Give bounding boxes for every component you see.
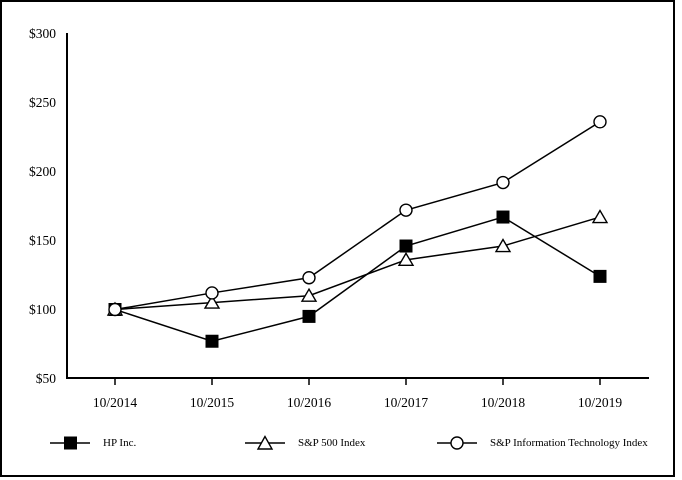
x-tick-label: 10/2016 [287,395,332,410]
data-point-square [399,239,413,253]
data-point-circle [302,271,316,285]
data-point-triangle [494,238,512,253]
legend-label-sp-info-tech: S&P Information Technology Index [490,437,648,449]
y-tick-label: $100 [29,302,56,317]
legend-label-sp500: S&P 500 Index [298,437,366,449]
data-point-circle [399,203,413,217]
series-line [114,216,601,311]
open-circle-marker-icon [437,436,477,450]
legend-item-sp500: S&P 500 Index [245,435,365,451]
filled-square-marker-icon [50,436,90,450]
data-point-triangle [203,294,221,309]
data-point-circle [496,175,510,190]
data-point-square [205,334,219,348]
data-point-circle [108,302,122,317]
data-point-triangle [397,251,415,267]
x-tick-label: 10/2019 [578,395,623,410]
data-point-square [593,269,607,283]
x-tick-label: 10/2014 [93,395,138,410]
data-point-triangle [300,287,318,302]
y-tick-label: $50 [36,371,57,386]
open-triangle-marker-icon [245,435,285,450]
legend-label-hp-inc: HP Inc. [103,437,137,449]
x-tick-label: 10/2018 [481,395,526,410]
y-tick-label: $250 [29,95,56,110]
y-tick-label: $300 [29,26,56,41]
x-tick-label: 10/2015 [190,395,235,410]
chart-legend: HP Inc. S&P 500 Index S&P Information Te… [0,435,675,453]
legend-item-hp-inc: HP Inc. [50,435,136,451]
data-point-triangle [591,209,609,224]
y-tick-label: $150 [29,233,56,248]
series-line [114,121,601,311]
data-point-circle [205,286,219,300]
legend-item-sp-info-tech: S&P Information Technology Index [437,435,648,451]
data-point-square [496,210,510,224]
series-line [114,216,601,343]
data-point-circle [593,115,607,129]
y-tick-label: $200 [29,164,56,179]
x-tick-label: 10/2017 [384,395,429,410]
data-point-square [302,309,316,323]
